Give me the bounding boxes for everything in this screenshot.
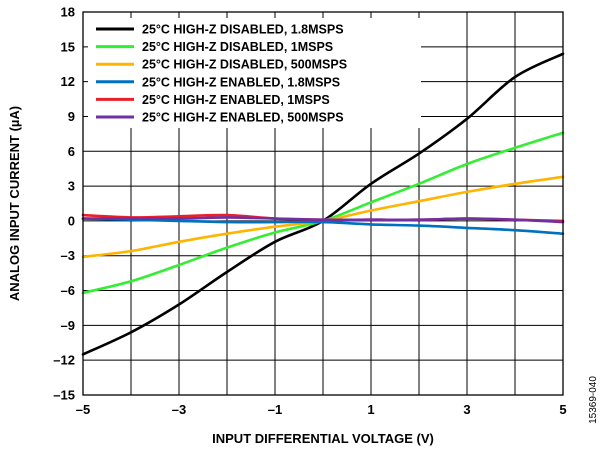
y-tick-label: –9	[61, 318, 75, 333]
y-tick-label: –3	[61, 248, 75, 263]
legend-label: 25°C HIGH-Z ENABLED, 500MSPS	[142, 111, 344, 125]
x-axis-label: INPUT DIFFERENTIAL VOLTAGE (V)	[212, 431, 434, 446]
x-tick-label: 3	[463, 402, 470, 417]
legend-label: 25°C HIGH-Z DISABLED, 500MSPS	[142, 58, 347, 72]
x-tick-label: 5	[559, 402, 566, 417]
x-tick-label: –1	[268, 402, 282, 417]
y-tick-label: –12	[53, 353, 75, 368]
y-tick-label: 9	[68, 109, 75, 124]
series-line	[81, 216, 565, 224]
y-tick-label: –6	[61, 283, 75, 298]
y-tick-label: 3	[68, 179, 75, 194]
legend-label: 25°C HIGH-Z DISABLED, 1.8MSPS	[142, 23, 344, 37]
y-tick-label: 6	[68, 144, 75, 159]
x-tick-label: –3	[172, 402, 186, 417]
y-tick-label: 12	[61, 74, 75, 89]
y-tick-label: 15	[61, 39, 75, 54]
figure-id: 15369-040	[588, 376, 599, 424]
legend-label: 25°C HIGH-Z ENABLED, 1MSPS	[142, 93, 330, 107]
x-tick-labels: –5 –3 –1 1 3 5	[76, 402, 567, 417]
legend: 25°C HIGH-Z DISABLED, 1.8MSPS 25°C HIGH-Z…	[88, 18, 421, 128]
y-tick-labels: –15 –12 –9 –6 –3 0 3 6 9 12 15 18	[53, 5, 75, 403]
y-tick-label: 18	[61, 5, 75, 20]
x-tick-label: –5	[76, 402, 90, 417]
legend-label: 25°C HIGH-Z DISABLED, 1MSPS	[142, 40, 333, 54]
legend-box	[88, 18, 421, 128]
series-lines	[81, 52, 565, 356]
series-line	[81, 217, 565, 235]
legend-label: 25°C HIGH-Z ENABLED, 1.8MSPS	[142, 75, 340, 89]
y-axis-label: ANALOG INPUT CURRENT (µA)	[7, 106, 22, 301]
plot-frame	[82, 11, 564, 396]
x-tick-label: 1	[367, 402, 374, 417]
y-tick-label: 0	[68, 213, 75, 228]
y-tick-label: –15	[53, 388, 75, 403]
